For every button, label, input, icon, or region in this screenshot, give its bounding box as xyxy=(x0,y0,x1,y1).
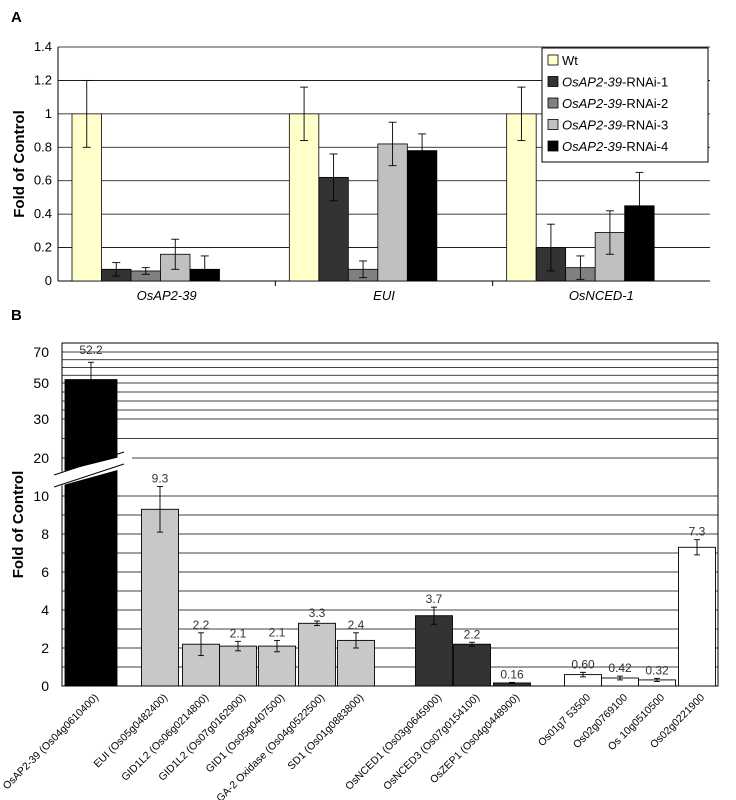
data-label: 7.3 xyxy=(689,525,706,539)
y-tick-label: 0.6 xyxy=(34,173,52,188)
data-label: 0.60 xyxy=(571,657,595,671)
legend-entry: OsAP2-39-RNAi-4 xyxy=(562,139,668,154)
data-label: 0.16 xyxy=(500,667,524,681)
y-tick-label: 10 xyxy=(33,488,49,504)
y-tick-label: 20 xyxy=(33,450,49,466)
y-tick-label: 50 xyxy=(33,375,49,391)
y-axis-label: Fold of Control xyxy=(10,471,27,578)
y-tick-label: 0.2 xyxy=(34,240,52,255)
bar xyxy=(415,615,453,687)
data-label: 3.7 xyxy=(426,592,443,606)
y-tick-label: 6 xyxy=(41,564,49,580)
data-label: 0.32 xyxy=(645,663,669,677)
bar xyxy=(377,143,408,282)
bar xyxy=(258,645,296,687)
y-tick-label: 8 xyxy=(41,526,49,542)
y-tick-label: 2 xyxy=(41,640,49,656)
legend-entry: Wt xyxy=(562,53,578,68)
legend-entry: OsAP2-39-RNAi-1 xyxy=(562,75,668,90)
data-label: 2.4 xyxy=(348,618,365,632)
bar xyxy=(298,622,336,687)
x-category-label: OsAP2-39 xyxy=(137,288,197,303)
legend-entry: OsAP2-39-RNAi-3 xyxy=(562,118,668,133)
legend-entry: OsAP2-39-RNAi-2 xyxy=(562,96,668,111)
y-tick-label: 0.8 xyxy=(34,139,52,154)
legend-box xyxy=(541,47,709,163)
data-label: 2.1 xyxy=(230,626,247,640)
data-label: 2.2 xyxy=(464,627,481,641)
bar xyxy=(453,643,491,687)
y-tick-label: 4 xyxy=(41,602,49,618)
data-label: 3.3 xyxy=(309,606,326,620)
data-label: 0.42 xyxy=(608,661,632,675)
legend-swatch xyxy=(547,140,559,152)
panel-label-b: B xyxy=(11,307,22,324)
legend-swatch xyxy=(547,119,559,130)
data-label: 52.2 xyxy=(79,343,103,357)
axis-break-line xyxy=(53,451,125,476)
y-tick-label: 0 xyxy=(45,273,52,288)
chart-a: 0 0.2 0.4 0.6 0.8 1 1.2 1.4 Fold of Control OsAP2… xyxy=(11,39,710,303)
legend-swatch xyxy=(547,54,559,66)
x-category-label: GID1 (Os05g0407500) xyxy=(204,692,288,776)
bar xyxy=(678,546,716,687)
bar xyxy=(219,645,257,687)
data-label: 2.1 xyxy=(269,625,286,639)
x-category-label: EUI (Os05g0482400) xyxy=(91,692,170,771)
chart-b: 0 2 4 6 8 10 20 30 50 70 Fold of Control 52.2 OsAP2-… xyxy=(1,342,719,800)
bar xyxy=(406,150,438,282)
legend-swatch xyxy=(547,76,559,87)
x-category-label: OsNCED-1 xyxy=(569,288,634,303)
y-tick-label: 1.2 xyxy=(34,72,52,87)
y-tick-label: 0 xyxy=(41,678,49,694)
y-tick-label: 1 xyxy=(45,106,52,121)
data-label: 9.3 xyxy=(152,472,169,486)
x-category-label: OsAP2-39 (Os04g0610400) xyxy=(1,692,102,793)
x-category-label: EUI xyxy=(373,288,395,303)
y-axis-label: Fold of Control xyxy=(11,110,28,217)
y-tick-label: 1.4 xyxy=(34,39,52,54)
y-tick-label: 0.4 xyxy=(34,206,52,221)
data-label: 2.2 xyxy=(193,618,210,632)
y-tick-label: 30 xyxy=(33,411,49,427)
bar xyxy=(64,379,118,687)
axis-break-line xyxy=(53,463,125,488)
x-category-label: SD1 (Os01g0883800) xyxy=(285,692,366,773)
y-tick-label: 70 xyxy=(33,344,49,360)
bar xyxy=(141,508,179,687)
bar xyxy=(288,113,320,282)
panel-label-a: A xyxy=(11,9,22,26)
bar xyxy=(506,113,537,282)
axis-break-fill xyxy=(56,454,132,487)
plot-frame xyxy=(61,342,719,687)
legend-swatch xyxy=(547,97,559,109)
